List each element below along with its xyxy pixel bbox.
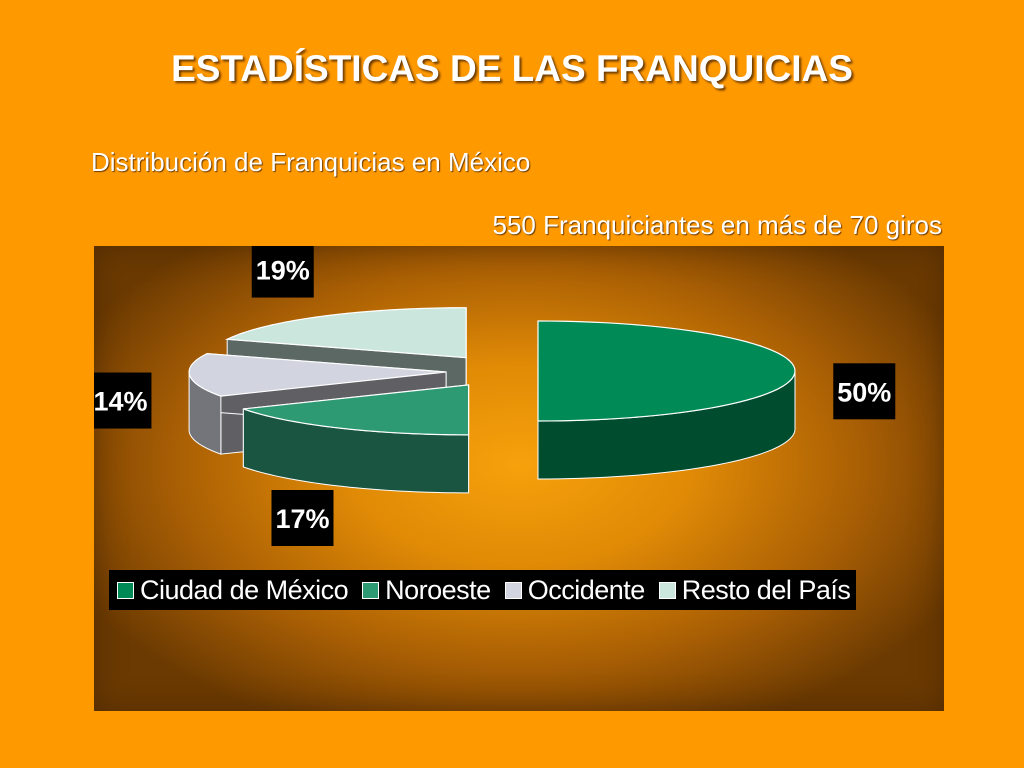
legend-label: Noroeste [385, 574, 491, 605]
data-label: 50% [837, 377, 891, 407]
legend-label: Occidente [527, 574, 646, 605]
pie-chart: 50% 17% 14% 19% [94, 246, 896, 547]
data-label: 19% [256, 256, 310, 286]
data-label: 17% [275, 504, 329, 534]
chart-subtitle: Distribución de Franquicias en México [91, 147, 531, 177]
data-label-box [94, 372, 152, 429]
pie-slice-top [188, 352, 447, 397]
legend-swatch [504, 581, 522, 599]
legend-label: Resto del País [681, 574, 851, 605]
pie-slice-2 [242, 384, 470, 494]
page-title: ESTADÍSTICAS DE LAS FRANQUICIAS [171, 48, 853, 89]
legend-item: Ciudad de México [117, 574, 349, 606]
pie-slice-top [224, 307, 467, 359]
chart-area: 50% 17% 14% 19% Ciudad de México Noroeste Occ… [94, 246, 944, 711]
data-label: 14% [94, 387, 147, 417]
legend-item: Occidente [504, 574, 646, 606]
pie-slice-top [243, 384, 470, 436]
data-label-box [251, 246, 314, 298]
data-label-box [833, 363, 896, 420]
legend-swatch [362, 581, 380, 599]
chart-caption: 550 Franquiciantes en más de 70 giros [492, 210, 943, 240]
data-label-box [271, 490, 334, 547]
legend-label: Ciudad de México [140, 574, 349, 605]
legend: Ciudad de México Noroeste Occidente Resto d… [109, 570, 857, 610]
pie-slice-1 [537, 320, 796, 480]
legend-swatch [658, 581, 676, 599]
pie-slice-top [537, 320, 796, 422]
legend-item: Noroeste [362, 575, 491, 606]
legend-swatch [117, 581, 134, 599]
legend-item: Resto del País [658, 574, 851, 606]
